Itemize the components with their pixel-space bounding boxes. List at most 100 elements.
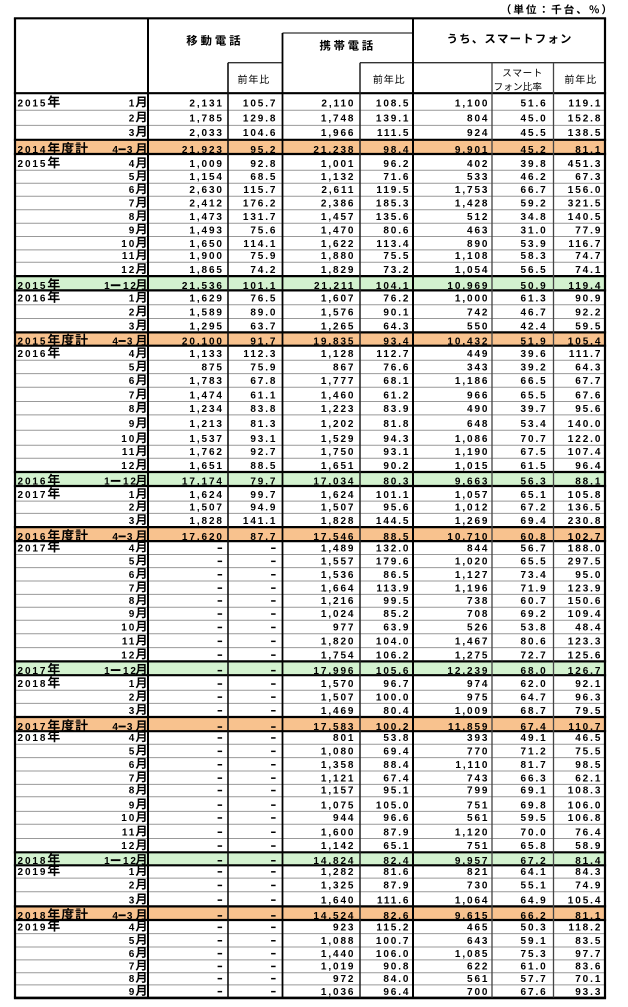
svg-text:88.5: 88.5 <box>383 532 410 543</box>
svg-text:1,966: 1,966 <box>321 128 356 139</box>
svg-text:730: 730 <box>467 881 489 892</box>
svg-text:53.4: 53.4 <box>521 419 548 430</box>
svg-text:1,529: 1,529 <box>321 434 356 445</box>
svg-text:99.5: 99.5 <box>383 596 410 607</box>
svg-text:751: 751 <box>467 800 489 811</box>
svg-text:138.5: 138.5 <box>568 128 603 139</box>
svg-text:1: 1 <box>129 490 136 501</box>
svg-text:82.4: 82.4 <box>383 856 410 867</box>
svg-text:10,969: 10,969 <box>447 281 489 292</box>
svg-text:21,211: 21,211 <box>314 281 355 292</box>
svg-text:8: 8 <box>129 786 136 797</box>
svg-text:4: 4 <box>129 733 136 744</box>
svg-text:738: 738 <box>467 596 489 607</box>
svg-text:622: 622 <box>467 962 489 973</box>
svg-text:63.9: 63.9 <box>383 623 410 634</box>
svg-text:321.5: 321.5 <box>568 199 603 210</box>
svg-text:4: 4 <box>112 532 119 543</box>
svg-text:31.0: 31.0 <box>521 225 548 236</box>
svg-text:144.5: 144.5 <box>376 516 411 527</box>
svg-text:185.3: 185.3 <box>376 199 411 210</box>
svg-text:73.4: 73.4 <box>521 570 548 581</box>
svg-text:1,507: 1,507 <box>321 692 356 703</box>
svg-text:1,640: 1,640 <box>321 895 356 906</box>
svg-text:69.4: 69.4 <box>521 516 548 527</box>
svg-text:1,216: 1,216 <box>321 596 356 607</box>
svg-text:115.7: 115.7 <box>243 185 277 196</box>
svg-text:2017: 2017 <box>18 666 48 677</box>
svg-text:1,589: 1,589 <box>189 307 224 318</box>
svg-text:119.4: 119.4 <box>568 281 602 292</box>
svg-text:83.9: 83.9 <box>383 404 410 415</box>
svg-text:924: 924 <box>467 128 489 139</box>
svg-text:67.4: 67.4 <box>521 722 548 733</box>
svg-text:69.1: 69.1 <box>521 786 548 797</box>
svg-text:72.7: 72.7 <box>521 650 548 661</box>
svg-text:1,748: 1,748 <box>321 113 356 124</box>
svg-text:104.1: 104.1 <box>376 281 411 292</box>
svg-text:1: 1 <box>129 679 136 690</box>
svg-text:115.2: 115.2 <box>376 923 410 934</box>
svg-text:1,186: 1,186 <box>455 376 490 387</box>
svg-text:972: 972 <box>333 974 355 985</box>
svg-text:93.3: 93.3 <box>575 987 602 998</box>
svg-text:966: 966 <box>467 390 489 401</box>
svg-text:1,469: 1,469 <box>321 706 356 717</box>
svg-text:65.5: 65.5 <box>521 390 548 401</box>
svg-text:99.7: 99.7 <box>250 490 277 501</box>
svg-text:923: 923 <box>333 923 355 934</box>
svg-text:1,624: 1,624 <box>321 490 356 501</box>
svg-text:343: 343 <box>467 363 489 374</box>
svg-text:4: 4 <box>112 337 119 348</box>
svg-text:700: 700 <box>467 987 489 998</box>
svg-text:2019: 2019 <box>18 867 48 878</box>
svg-text:69.8: 69.8 <box>521 800 548 811</box>
svg-text:92.7: 92.7 <box>250 447 277 458</box>
svg-text:2016: 2016 <box>18 477 48 488</box>
svg-text:67.2: 67.2 <box>521 856 548 867</box>
svg-text:74.2: 74.2 <box>250 265 277 276</box>
svg-text:91.7: 91.7 <box>250 337 277 348</box>
svg-text:1,120: 1,120 <box>455 827 490 838</box>
svg-text:2015: 2015 <box>18 159 48 170</box>
svg-text:75.6: 75.6 <box>250 225 277 236</box>
svg-text:1,213: 1,213 <box>189 419 224 430</box>
svg-text:12: 12 <box>121 265 136 276</box>
svg-text:1,000: 1,000 <box>455 294 490 305</box>
svg-text:1,057: 1,057 <box>455 490 490 501</box>
svg-text:742: 742 <box>467 307 489 318</box>
svg-text:2: 2 <box>129 307 136 318</box>
svg-text:4: 4 <box>129 159 136 170</box>
svg-text:1,086: 1,086 <box>455 434 490 445</box>
svg-text:81.8: 81.8 <box>383 419 410 430</box>
svg-text:751: 751 <box>467 841 489 852</box>
svg-text:7: 7 <box>129 583 136 594</box>
svg-text:12: 12 <box>121 841 136 852</box>
svg-text:55.1: 55.1 <box>521 881 548 892</box>
svg-text:977: 977 <box>333 623 355 634</box>
svg-text:1,507: 1,507 <box>321 502 356 513</box>
svg-text:14,824: 14,824 <box>313 856 355 867</box>
svg-text:1,570: 1,570 <box>321 679 356 690</box>
svg-text:11,859: 11,859 <box>448 722 489 733</box>
svg-text:65.1: 65.1 <box>521 490 548 501</box>
svg-text:111.6: 111.6 <box>377 895 410 906</box>
svg-text:1,088: 1,088 <box>321 936 356 947</box>
svg-text:83.6: 83.6 <box>575 962 602 973</box>
svg-text:65.8: 65.8 <box>521 841 548 852</box>
svg-text:6: 6 <box>129 185 136 196</box>
svg-text:140.5: 140.5 <box>568 212 603 223</box>
svg-text:150.6: 150.6 <box>568 596 603 607</box>
svg-text:1,467: 1,467 <box>455 637 490 648</box>
svg-text:2,131: 2,131 <box>189 98 224 109</box>
svg-text:81.6: 81.6 <box>383 867 410 878</box>
svg-text:80.3: 80.3 <box>383 477 410 488</box>
svg-text:10: 10 <box>121 813 136 824</box>
svg-text:2,033: 2,033 <box>189 128 224 139</box>
svg-text:1,282: 1,282 <box>321 867 356 878</box>
svg-text:89.0: 89.0 <box>250 307 277 318</box>
svg-text:62.1: 62.1 <box>575 773 602 784</box>
svg-text:2: 2 <box>129 113 136 124</box>
svg-text:1,085: 1,085 <box>455 949 490 960</box>
svg-text:9,901: 9,901 <box>455 145 490 156</box>
